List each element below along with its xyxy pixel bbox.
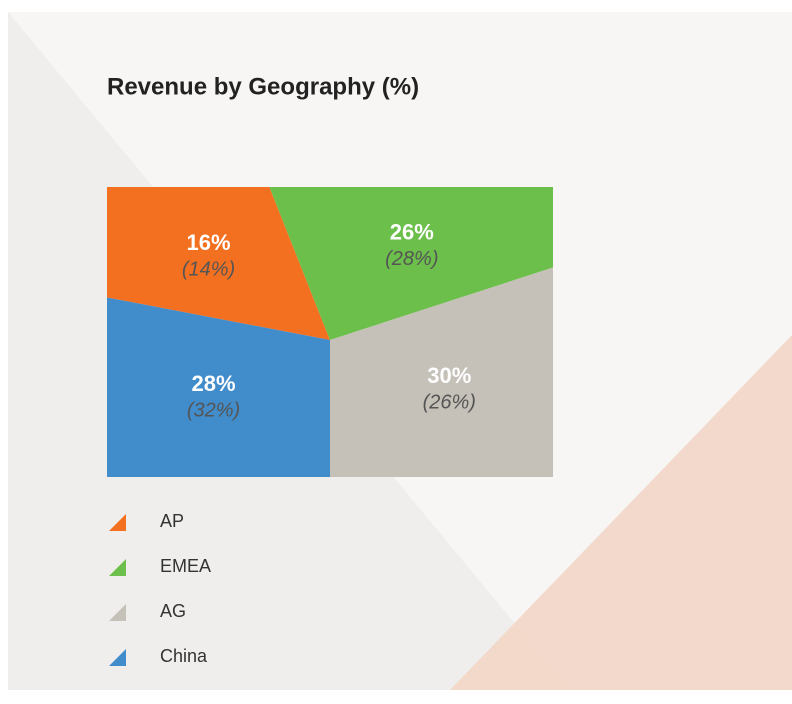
pie-slice (107, 297, 330, 477)
legend-label: EMEA (160, 556, 211, 576)
pie-slice (269, 187, 553, 340)
slice-previous-label: (26%) (423, 391, 476, 413)
slice-previous-label: (28%) (385, 248, 438, 270)
legend-swatch (109, 514, 126, 531)
legend-swatch (109, 649, 126, 666)
slice-previous-label: (14%) (182, 259, 235, 281)
legend-swatch (109, 559, 126, 576)
legend-label: China (160, 646, 208, 666)
legend-label: AP (160, 511, 184, 531)
accent-triangle (450, 335, 792, 690)
slice-value-label: 16% (186, 230, 230, 255)
chart-title: Revenue by Geography (%) (107, 73, 419, 100)
slice-value-label: 26% (390, 220, 434, 245)
pie-slice (107, 187, 330, 340)
slice-value-label: 30% (427, 363, 471, 388)
legend-label: AG (160, 601, 186, 621)
legend-swatch (109, 604, 126, 621)
slice-value-label: 28% (191, 371, 235, 396)
pie-slice (330, 267, 553, 477)
slice-previous-label: (32%) (187, 400, 240, 422)
